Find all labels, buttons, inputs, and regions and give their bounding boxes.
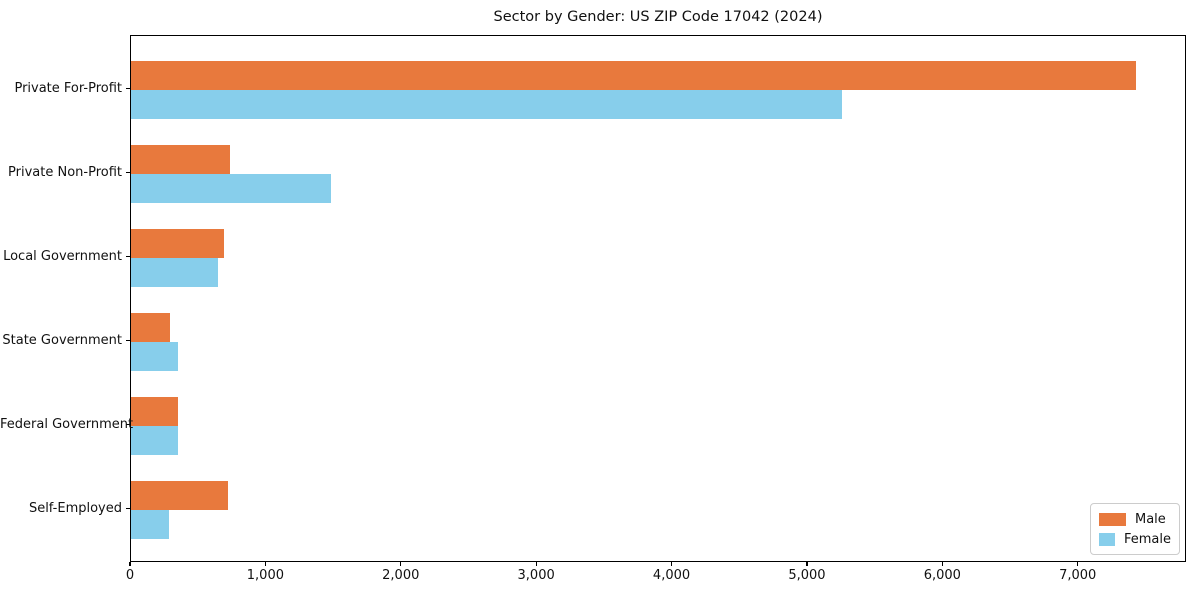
- bar-male-local-government: [131, 228, 225, 258]
- y-tick-label: Private For-Profit: [14, 80, 122, 96]
- legend-swatch-male: [1099, 512, 1126, 526]
- bar-male-federal-government: [131, 396, 179, 426]
- x-tick-mark: [400, 562, 402, 566]
- legend-swatch-female: [1099, 532, 1115, 546]
- y-tick-mark: [126, 339, 130, 342]
- bar-male-self-employed: [131, 480, 228, 510]
- x-tick-label: 5,000: [788, 568, 826, 583]
- y-tick-label: Federal Government: [0, 416, 134, 432]
- y-tick-label: Self-Employed: [28, 500, 122, 516]
- legend-label: Female: [1123, 531, 1171, 547]
- bar-female-self-employed: [131, 509, 169, 539]
- y-tick-mark: [126, 171, 130, 174]
- bar-male-private-for-profit: [131, 60, 1136, 90]
- y-tick-label: State Government: [2, 332, 122, 348]
- y-tick-label: Private Non-Profit: [8, 164, 122, 180]
- x-tick-mark: [129, 562, 131, 566]
- x-tick-mark: [670, 562, 673, 566]
- bar-female-local-government: [131, 257, 218, 287]
- legend-label: Male: [1135, 511, 1166, 527]
- x-tick-mark: [264, 562, 266, 566]
- x-tick-mark: [941, 562, 943, 566]
- x-tick-label: 3,000: [517, 568, 555, 583]
- x-tick-label: 6,000: [923, 568, 961, 583]
- x-tick-mark: [1077, 562, 1079, 566]
- y-tick-label: Local Government: [3, 248, 122, 264]
- bar-female-federal-government: [131, 425, 179, 455]
- x-tick-label: 2,000: [382, 568, 420, 583]
- y-tick-mark: [126, 255, 130, 258]
- legend: Male Female: [1090, 503, 1180, 555]
- bar-male-state-government: [131, 312, 170, 342]
- y-tick-mark: [126, 423, 130, 426]
- bar-male-private-non-profit: [131, 144, 230, 174]
- x-tick-label: 0: [125, 568, 135, 583]
- legend-item-female: Female: [1099, 532, 1171, 547]
- chart-title: Sector by Gender: US ZIP Code 17042 (202…: [493, 9, 823, 25]
- x-tick-label: 4,000: [652, 568, 691, 583]
- y-tick-mark: [126, 87, 130, 90]
- bar-female-private-non-profit: [131, 173, 332, 203]
- bar-female-state-government: [131, 341, 178, 371]
- x-tick-label: 1,000: [246, 568, 284, 583]
- bar-female-private-for-profit: [131, 89, 842, 119]
- x-tick-label: 7,000: [1059, 568, 1097, 583]
- plot-area: [130, 35, 1186, 562]
- x-tick-mark: [535, 562, 537, 566]
- y-tick-mark: [126, 507, 130, 510]
- legend-item-male: Male: [1099, 512, 1171, 527]
- x-tick-mark: [806, 562, 808, 566]
